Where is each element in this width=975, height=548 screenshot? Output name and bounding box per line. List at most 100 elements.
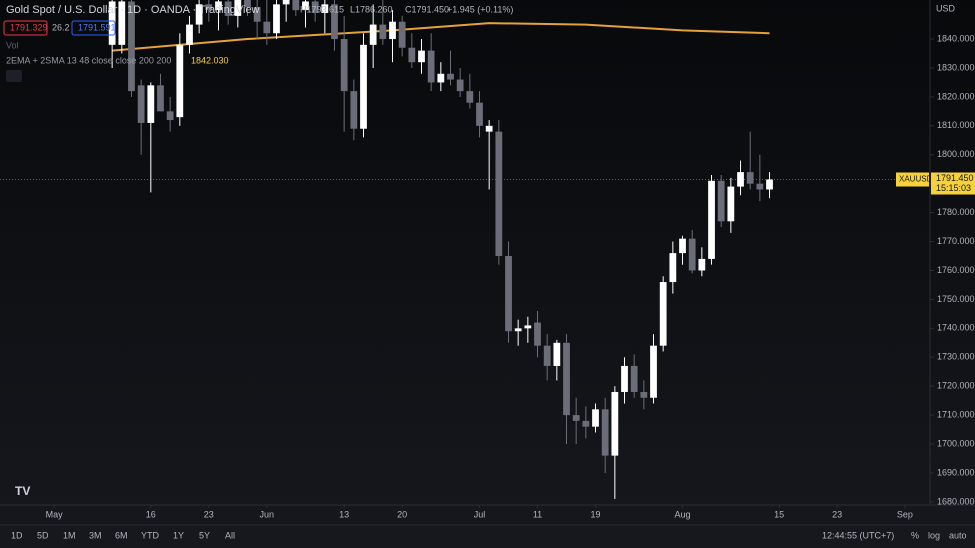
candle-body	[369, 24, 377, 45]
y-tick-label: 1680.000	[937, 496, 975, 506]
candle-body	[495, 131, 503, 257]
candle-body	[157, 85, 164, 112]
candle-body	[408, 47, 416, 63]
candle-body	[205, 4, 213, 11]
candle-body	[592, 409, 599, 427]
candle-body	[253, 7, 261, 22]
range-button[interactable]: 5D	[37, 530, 49, 540]
candle-body	[572, 415, 580, 421]
candle-body	[621, 365, 628, 392]
y-tick-label: 1690.000	[937, 467, 975, 477]
clock: 12:44:55 (UTC+7)	[822, 530, 894, 540]
percent-toggle[interactable]: %	[911, 530, 919, 540]
candle-body	[234, 0, 242, 16]
ohlc-close: C1791.450	[405, 4, 449, 14]
x-tick-label: May	[46, 509, 64, 519]
candle-body	[186, 24, 193, 45]
range-button[interactable]: All	[225, 530, 235, 540]
candle-body	[630, 365, 638, 392]
candle-body	[263, 21, 271, 34]
candle-body	[437, 73, 445, 83]
sell-box[interactable]	[3, 20, 48, 36]
moving-average	[112, 22, 770, 52]
candle-body	[688, 238, 696, 271]
candle-body	[108, 1, 116, 45]
y-tick-label: 1780.000	[937, 207, 975, 217]
indicator-value: 1842.030	[191, 55, 229, 65]
price-tag-symbol-box	[896, 172, 929, 187]
candle-body	[379, 24, 387, 40]
range-button[interactable]: 1D	[11, 530, 23, 540]
range-button[interactable]: 5Y	[199, 530, 210, 540]
candle-body	[389, 21, 396, 40]
candle-body	[524, 325, 532, 329]
candle-body	[166, 111, 174, 121]
candle-body	[331, 4, 338, 40]
y-tick-label: 1740.000	[937, 323, 975, 333]
candle-body	[476, 102, 483, 126]
price-tag-symbol: XAUUSD	[899, 175, 933, 184]
candle-body	[727, 186, 735, 222]
y-tick-label: 1820.000	[937, 91, 975, 101]
ohlc-low: L1786.260	[350, 4, 393, 14]
x-tick-label: Aug	[675, 509, 691, 519]
y-tick-label: 1810.000	[937, 120, 975, 130]
candle-body	[244, 0, 251, 8]
x-tick-label: 11	[533, 509, 542, 519]
candle-body	[698, 258, 706, 271]
candle-body	[137, 85, 145, 123]
buy-box[interactable]	[71, 20, 116, 36]
auto-toggle[interactable]: auto	[949, 530, 967, 540]
candle-body	[708, 180, 715, 259]
log-toggle[interactable]: log	[928, 530, 940, 540]
x-tick-label: 16	[146, 509, 156, 519]
range-button[interactable]: 3M	[89, 530, 102, 540]
x-tick-label: Sep	[897, 509, 913, 519]
candle-body	[147, 85, 155, 123]
candle-body	[128, 1, 135, 92]
bid-price[interactable]: 1791.329	[10, 22, 48, 32]
range-button[interactable]: 1Y	[173, 530, 184, 540]
x-tick-label: Jun	[260, 509, 275, 519]
candle-body	[195, 4, 203, 25]
y-tick-label: 1760.000	[937, 265, 975, 275]
candle-body	[398, 21, 406, 48]
y-tick-label: 1700.000	[937, 438, 975, 448]
candle-body	[302, 1, 309, 11]
range-button[interactable]: 1M	[63, 530, 76, 540]
symbol-title: Gold Spot / U.S. Dollar · 1D · OANDA · T…	[6, 4, 260, 16]
candle-body	[640, 391, 648, 398]
candle-body	[427, 50, 435, 83]
x-tick-label: 19	[591, 509, 601, 519]
candle-body	[659, 282, 667, 346]
candle-body	[611, 391, 619, 456]
candle-body	[553, 342, 561, 366]
price-tag-box	[931, 172, 975, 195]
price-tag-countdown: 15:15:03	[936, 183, 971, 193]
candle-body	[350, 91, 358, 129]
x-tick-label: 13	[339, 509, 349, 519]
candle-body	[311, 1, 319, 14]
y-tick-label: 1830.000	[937, 62, 975, 72]
candle-body	[176, 44, 184, 118]
spread: 26.2	[52, 22, 70, 32]
candle-body	[485, 125, 493, 132]
candle-body	[737, 172, 744, 187]
candle-body	[340, 39, 348, 92]
candle-body	[514, 328, 522, 332]
collapse-button[interactable]	[6, 70, 22, 82]
candle-body	[456, 79, 464, 92]
candle-body	[650, 345, 657, 398]
candle-body	[466, 91, 474, 103]
range-button[interactable]: 6M	[115, 530, 128, 540]
candle-body	[292, 0, 300, 11]
ask-price[interactable]: 1791.591	[78, 22, 116, 32]
indicator-legend: 2EMA + 2SMA 13 48 close close 200 200	[6, 55, 171, 65]
y-tick-label: 1840.000	[937, 33, 975, 43]
candle-body	[679, 238, 686, 254]
candle-body	[321, 4, 329, 14]
candle-body	[215, 1, 222, 11]
range-button[interactable]: YTD	[141, 530, 160, 540]
x-tick-label: Jul	[474, 509, 486, 519]
